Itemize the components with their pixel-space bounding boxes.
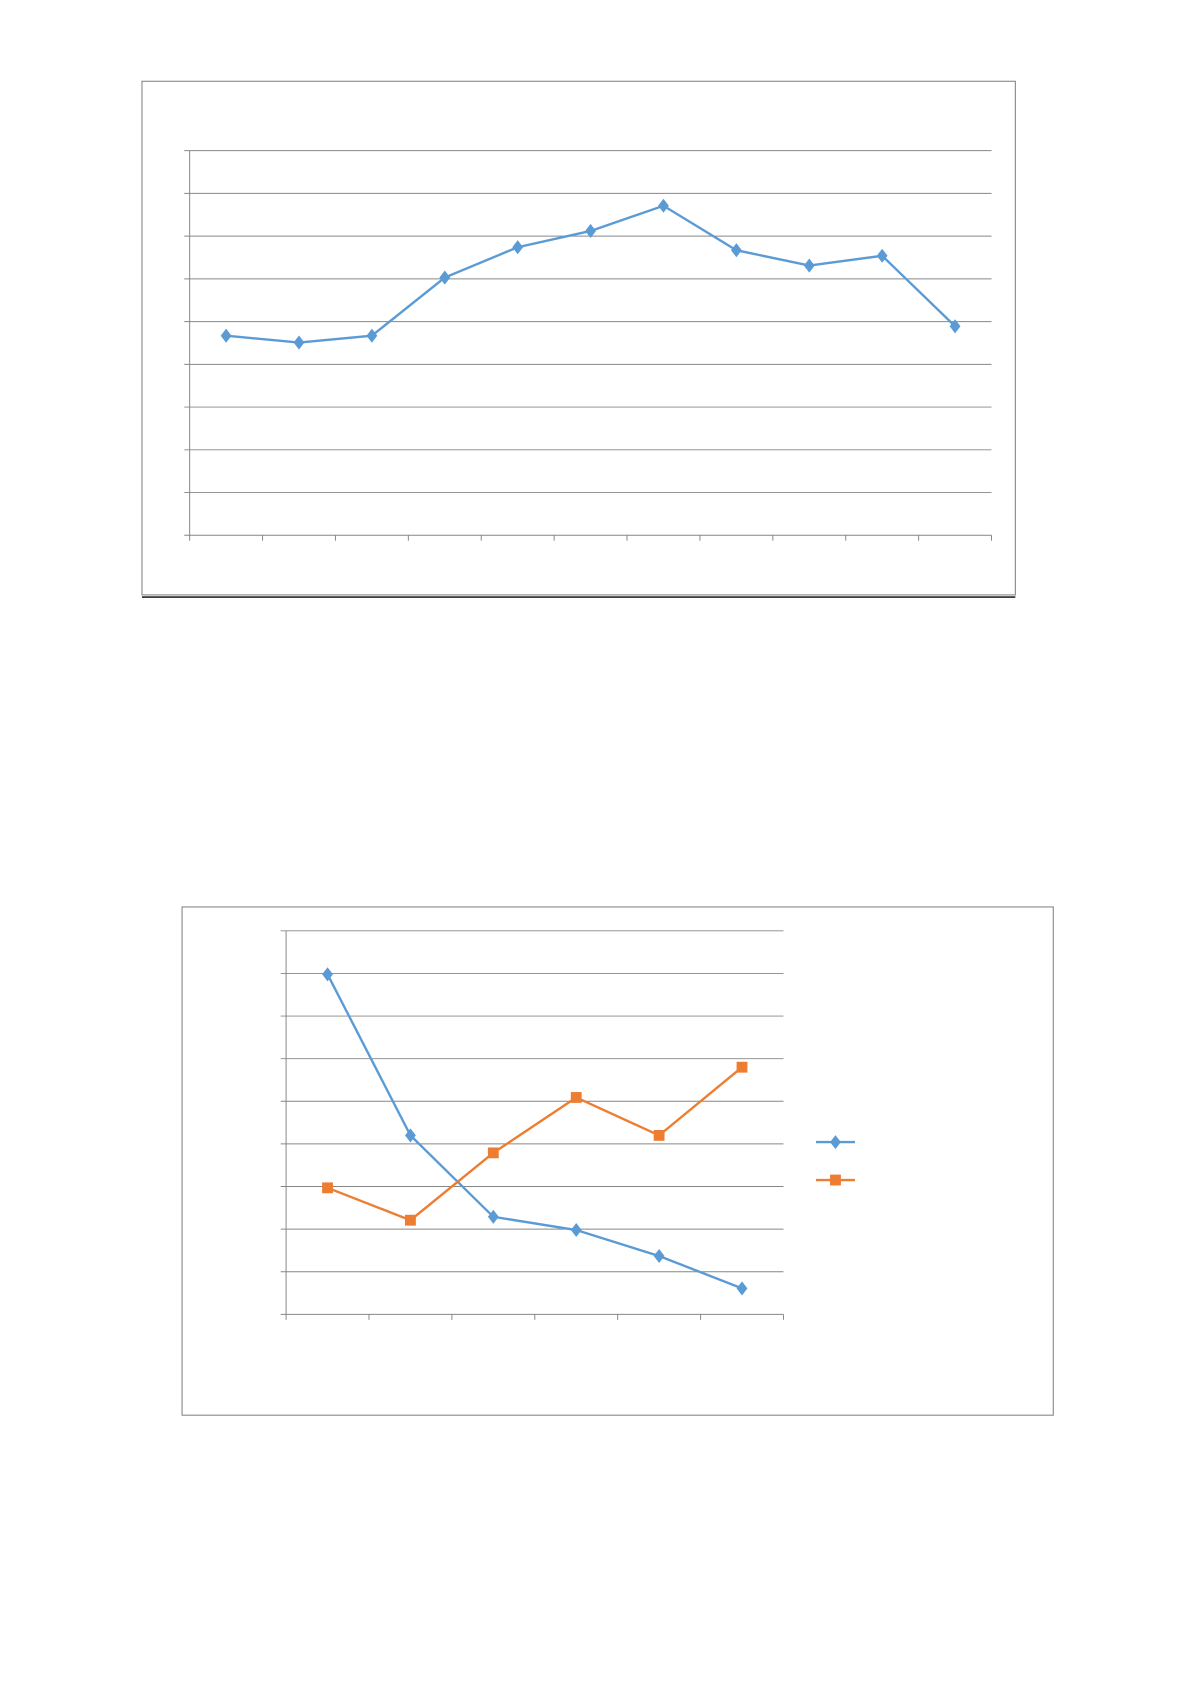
chart-2-series-2-point [405, 1214, 416, 1226]
chart-2-series-2-point [322, 1182, 333, 1194]
chart-1-axes [184, 150, 993, 541]
chart-2-series-2-point [487, 1147, 499, 1159]
chart-1-gridlines [184, 150, 992, 494]
chart-2-series-1-point [570, 1222, 582, 1238]
chart-1 [141, 80, 1016, 598]
chart-2-series-1-point [487, 1209, 499, 1224]
chart-1-series-1-point [366, 328, 378, 343]
chart-1-series [220, 198, 961, 350]
chart-1-series-1-point [293, 335, 305, 350]
chart-2-series-2-line [327, 1066, 743, 1222]
chart-2-series-2-point [570, 1092, 582, 1103]
legend-series-2-marker [830, 1174, 841, 1186]
chart-2-series-2-point [653, 1129, 665, 1141]
chart-2-series-1-point [653, 1248, 665, 1264]
chart-2-series-2-point [736, 1061, 748, 1073]
chart-2-axes [280, 930, 784, 1320]
chart-1-series-1-point [585, 223, 596, 239]
chart-1-frame [141, 80, 1016, 596]
chart-1-series-1-point [439, 270, 451, 285]
chart-2-series-1-point [736, 1281, 748, 1296]
chart-2-series [322, 967, 748, 1296]
chart-2-series-1-point [405, 1128, 416, 1143]
chart-2 [181, 906, 1054, 1416]
chart-1-series-1-point [658, 198, 669, 213]
chart-2-frame [181, 906, 1054, 1416]
chart-2-series-1-line [326, 973, 743, 1290]
